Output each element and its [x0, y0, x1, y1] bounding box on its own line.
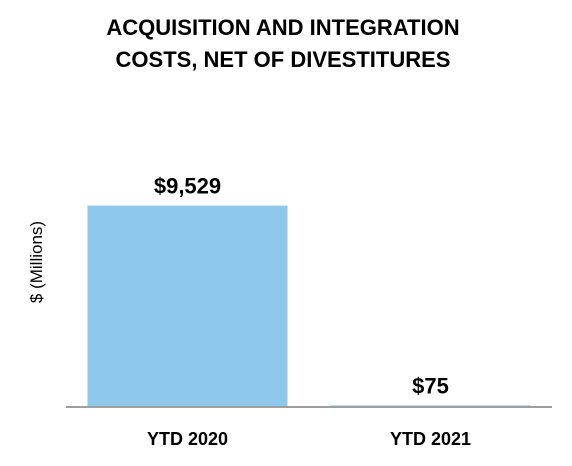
chart-title-line-2: COSTS, NET OF DIVESTITURES — [116, 47, 451, 72]
chart-title-line-1: ACQUISITION AND INTEGRATION — [106, 15, 459, 40]
bars-layer — [87, 205, 531, 407]
value-label-ytd-2021: $75 — [412, 373, 449, 398]
bar-ytd-2020 — [87, 205, 288, 407]
value-label-ytd-2020: $9,529 — [154, 174, 221, 199]
x-tick-label-ytd-2021: YTD 2021 — [390, 429, 471, 449]
labels-layer: $9,529 YTD 2020 $75 YTD 2021 — [147, 174, 471, 449]
x-tick-label-ytd-2020: YTD 2020 — [147, 429, 228, 449]
y-axis-label: $ (Millions) — [27, 221, 46, 303]
